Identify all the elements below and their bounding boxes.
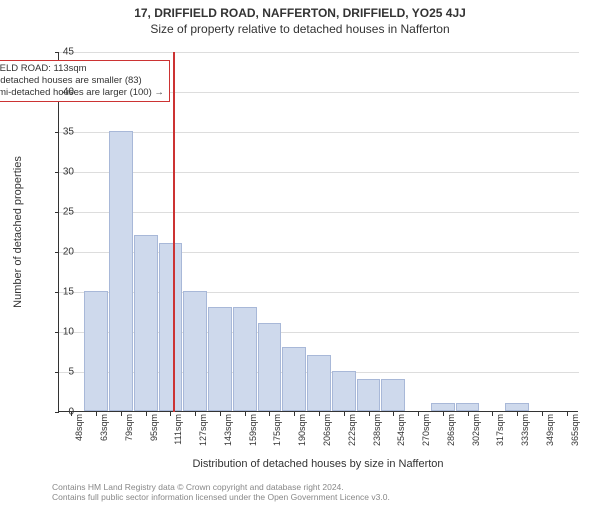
annotation-line: ← 45% of detached houses are smaller (83…: [0, 75, 164, 87]
grid-line: [59, 132, 579, 133]
histogram-bar: [109, 131, 133, 411]
plot-region: 48sqm63sqm79sqm95sqm111sqm127sqm143sqm15…: [58, 52, 578, 412]
histogram-bar: [159, 243, 183, 411]
grid-line: [59, 172, 579, 173]
grid-line: [59, 212, 579, 213]
xtick-mark: [492, 412, 493, 416]
xtick-mark: [319, 412, 320, 416]
xtick-label: 127sqm: [198, 414, 208, 446]
grid-line: [59, 52, 579, 53]
marker-annotation: 17 DRIFFIELD ROAD: 113sqm← 45% of detach…: [0, 60, 170, 102]
xtick-mark: [121, 412, 122, 416]
ytick-label: 40: [44, 87, 74, 98]
xtick-label: 175sqm: [272, 414, 282, 446]
histogram-bar: [357, 379, 381, 411]
histogram-bar: [456, 403, 480, 411]
histogram-bar: [307, 355, 331, 411]
xtick-mark: [96, 412, 97, 416]
xtick-mark: [269, 412, 270, 416]
xtick-mark: [418, 412, 419, 416]
footer-line: Contains HM Land Registry data © Crown c…: [52, 482, 390, 492]
xtick-mark: [245, 412, 246, 416]
histogram-bar: [134, 235, 158, 411]
xtick-label: 270sqm: [421, 414, 431, 446]
xtick-mark: [542, 412, 543, 416]
xtick-label: 79sqm: [124, 414, 134, 441]
xtick-label: 317sqm: [495, 414, 505, 446]
xtick-mark: [393, 412, 394, 416]
ytick-label: 20: [44, 247, 74, 258]
xtick-label: 222sqm: [347, 414, 357, 446]
xtick-label: 254sqm: [396, 414, 406, 446]
xtick-mark: [443, 412, 444, 416]
marker-line: [173, 52, 175, 412]
xtick-mark: [170, 412, 171, 416]
xtick-label: 206sqm: [322, 414, 332, 446]
histogram-bar: [332, 371, 356, 411]
xtick-mark: [220, 412, 221, 416]
xtick-mark: [369, 412, 370, 416]
ytick-label: 25: [44, 207, 74, 218]
footer-attribution: Contains HM Land Registry data © Crown c…: [52, 482, 390, 502]
xtick-label: 302sqm: [471, 414, 481, 446]
xtick-label: 333sqm: [520, 414, 530, 446]
histogram-bar: [183, 291, 207, 411]
chart-title-main: 17, DRIFFIELD ROAD, NAFFERTON, DRIFFIELD…: [0, 6, 600, 20]
ytick-label: 30: [44, 167, 74, 178]
footer-line: Contains full public sector information …: [52, 492, 390, 502]
ytick-label: 0: [44, 407, 74, 418]
xtick-mark: [195, 412, 196, 416]
histogram-bar: [282, 347, 306, 411]
xtick-label: 111sqm: [173, 414, 183, 445]
xtick-label: 286sqm: [446, 414, 456, 446]
xtick-label: 365sqm: [570, 414, 580, 446]
ytick-label: 10: [44, 327, 74, 338]
histogram-bar: [84, 291, 108, 411]
histogram-bar: [381, 379, 405, 411]
annotation-line: 54% of semi-detached houses are larger (…: [0, 87, 164, 99]
histogram-bar: [431, 403, 455, 411]
xtick-mark: [567, 412, 568, 416]
histogram-bar: [505, 403, 529, 411]
histogram-bar: [233, 307, 257, 411]
xtick-label: 143sqm: [223, 414, 233, 446]
chart-title-sub: Size of property relative to detached ho…: [0, 22, 600, 36]
xtick-mark: [468, 412, 469, 416]
xtick-label: 349sqm: [545, 414, 555, 446]
y-axis-title: Number of detached properties: [12, 156, 24, 308]
xtick-label: 190sqm: [297, 414, 307, 446]
ytick-label: 5: [44, 367, 74, 378]
ytick-label: 35: [44, 127, 74, 138]
xtick-mark: [146, 412, 147, 416]
ytick-label: 45: [44, 47, 74, 58]
xtick-label: 63sqm: [99, 414, 109, 441]
ytick-label: 15: [44, 287, 74, 298]
xtick-label: 95sqm: [149, 414, 159, 441]
histogram-bar: [208, 307, 232, 411]
xtick-mark: [344, 412, 345, 416]
x-axis-title: Distribution of detached houses by size …: [58, 458, 578, 470]
xtick-label: 159sqm: [248, 414, 258, 446]
annotation-line: 17 DRIFFIELD ROAD: 113sqm: [0, 63, 164, 75]
xtick-mark: [294, 412, 295, 416]
xtick-label: 48sqm: [74, 414, 84, 441]
xtick-label: 238sqm: [372, 414, 382, 446]
histogram-bar: [258, 323, 282, 411]
chart-area: 48sqm63sqm79sqm95sqm111sqm127sqm143sqm15…: [58, 52, 578, 412]
xtick-mark: [517, 412, 518, 416]
